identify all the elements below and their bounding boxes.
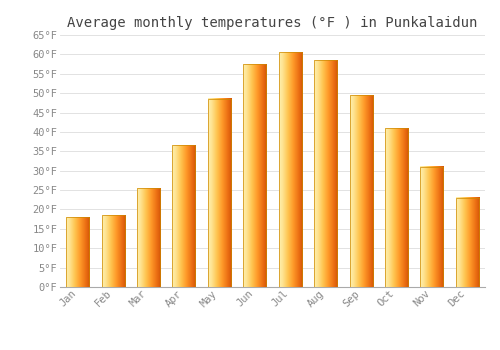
Bar <box>385 128 408 287</box>
Bar <box>137 188 160 287</box>
Bar <box>420 167 444 287</box>
Bar <box>244 64 266 287</box>
Bar <box>66 217 89 287</box>
Bar <box>102 215 124 287</box>
Bar <box>172 146 196 287</box>
Bar <box>314 60 337 287</box>
Bar <box>456 198 479 287</box>
Title: Average monthly temperatures (°F ) in Punkalaidun: Average monthly temperatures (°F ) in Pu… <box>68 16 478 30</box>
Bar <box>350 95 372 287</box>
Bar <box>278 52 301 287</box>
Bar <box>208 99 231 287</box>
